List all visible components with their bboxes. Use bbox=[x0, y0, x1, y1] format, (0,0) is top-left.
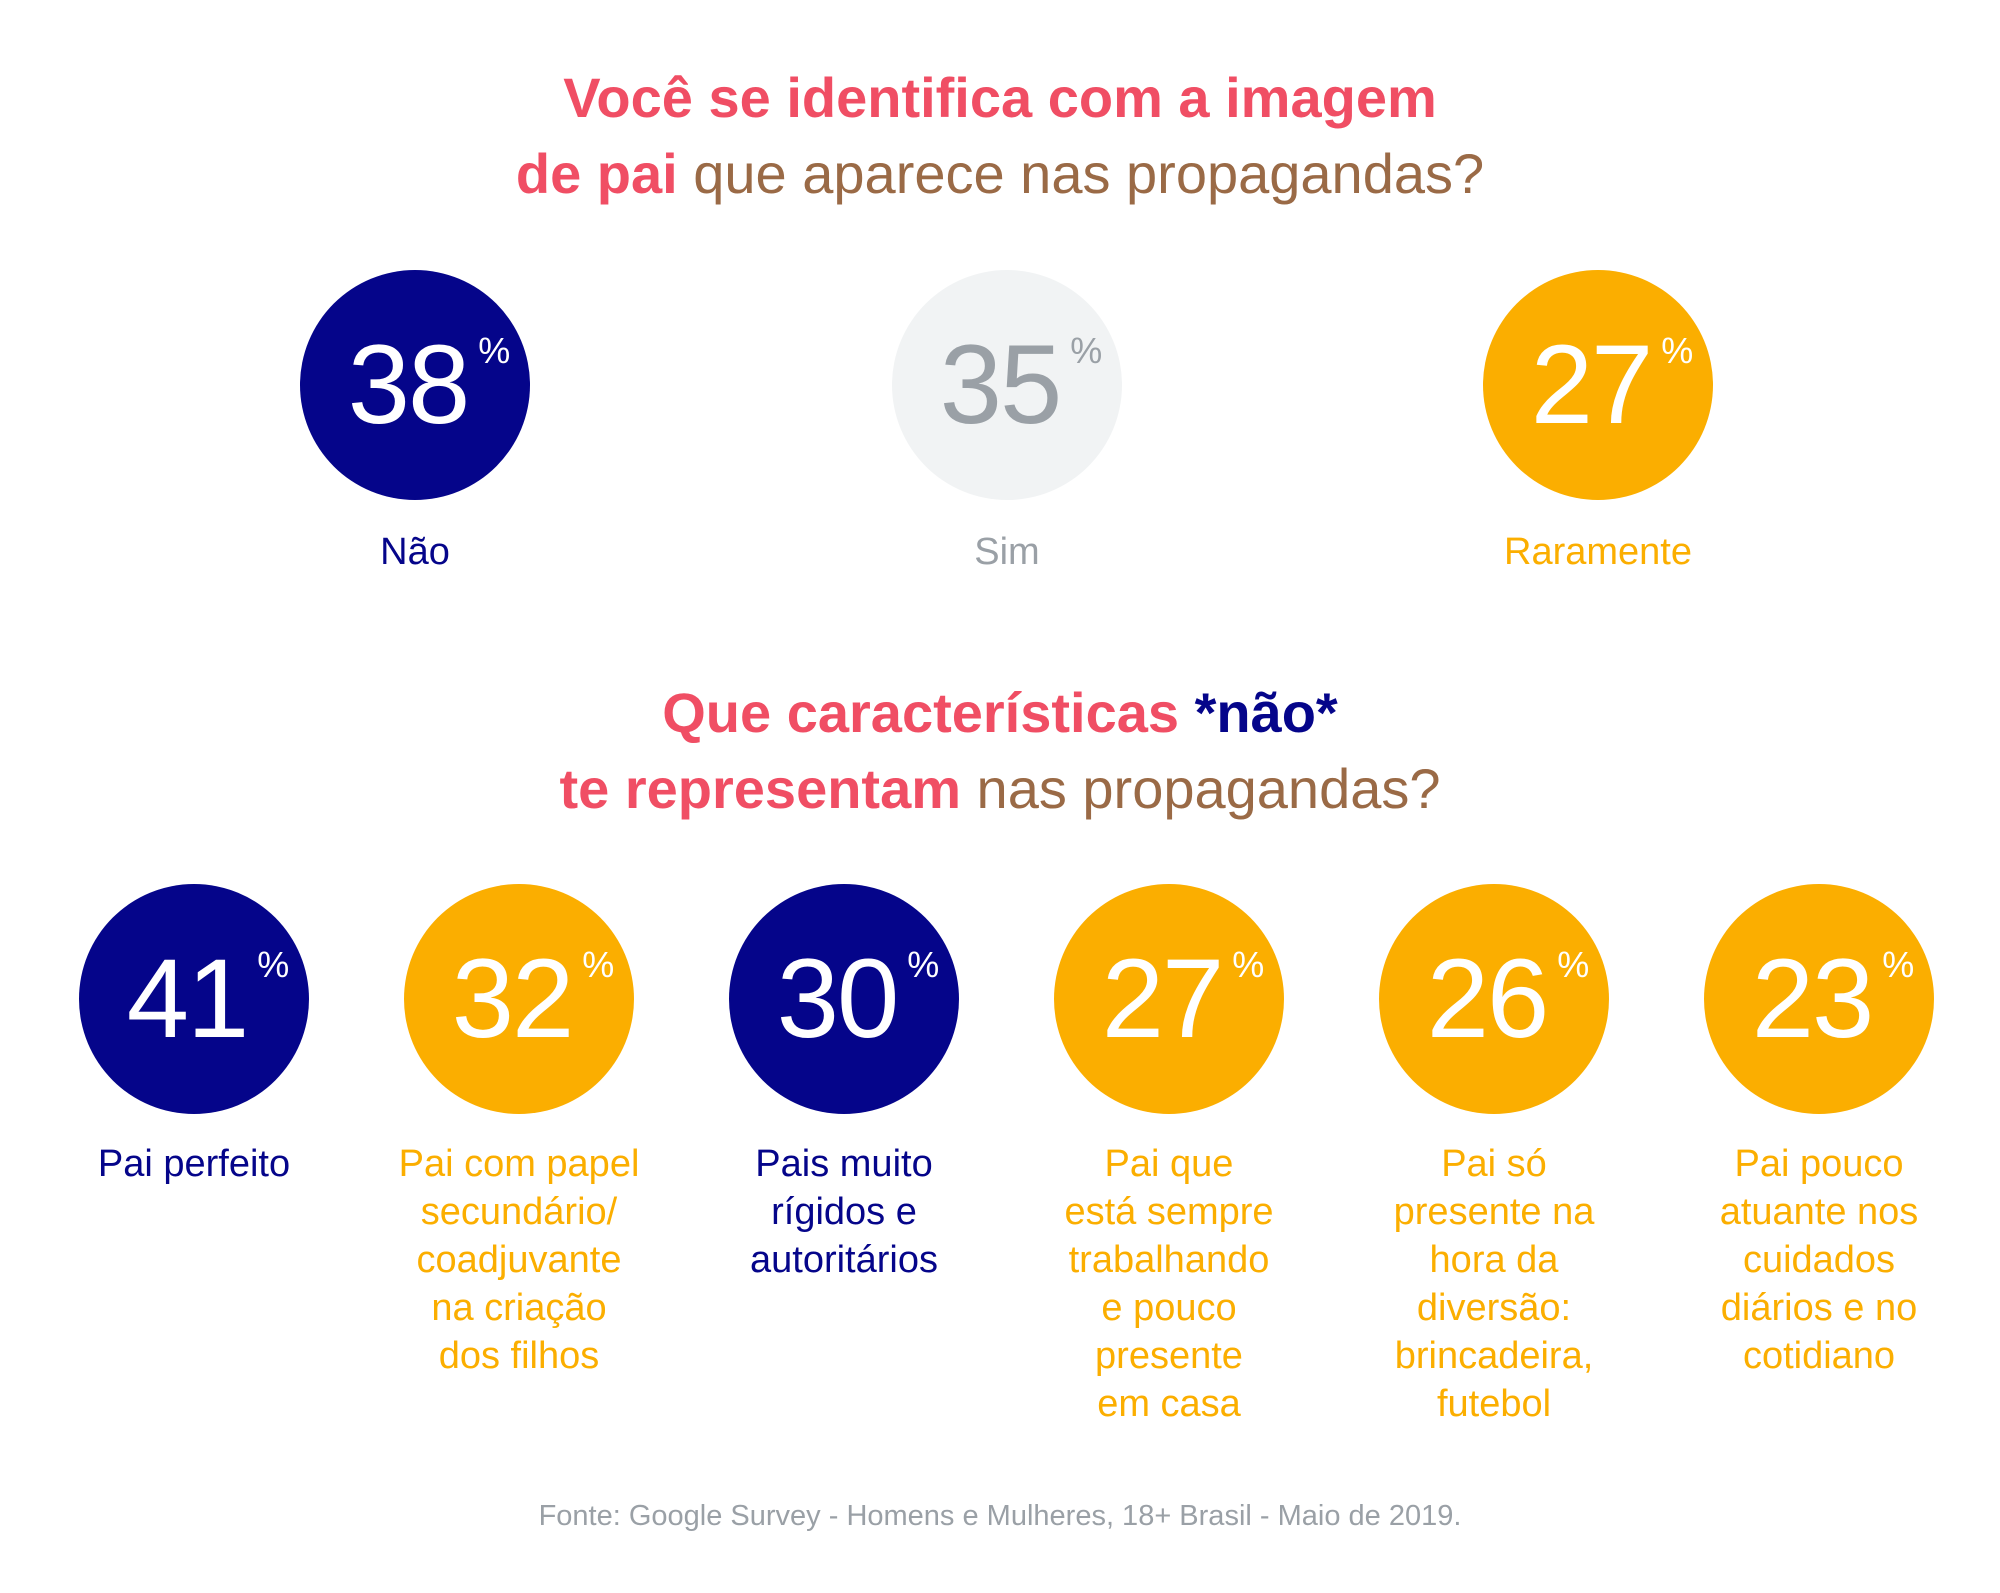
category-label: Pai com papel secundário/ coadjuvante na… bbox=[398, 1143, 640, 1377]
percent-sign: % bbox=[907, 944, 940, 985]
category-label: Sim bbox=[974, 531, 1040, 573]
percent-sign: % bbox=[478, 330, 511, 371]
value-label: 41% bbox=[126, 936, 290, 1061]
percent-sign: % bbox=[1882, 944, 1915, 985]
percent-sign: % bbox=[1070, 330, 1103, 371]
question-2-line-1: Que características *não* bbox=[0, 675, 2000, 751]
value-label: 27% bbox=[1530, 322, 1694, 447]
question-1-line-2: de pai que aparece nas propagandas? bbox=[0, 136, 2000, 212]
bubble-2-6: 23% bbox=[1704, 884, 1934, 1114]
bubble-2-1: 41% bbox=[79, 884, 309, 1114]
category-label: Pai perfeito bbox=[97, 1143, 291, 1185]
bubble-1-1: 38% bbox=[300, 270, 530, 500]
category-label: Não bbox=[380, 531, 450, 573]
value-label: 27% bbox=[1101, 936, 1265, 1061]
question-1-line-2-plain: que aparece nas propagandas? bbox=[677, 142, 1485, 205]
category-label: Pai só presente na hora da diversão: bri… bbox=[1393, 1143, 1595, 1425]
question-1-title: Você se identifica com a imagem de pai q… bbox=[0, 60, 2000, 212]
percent-sign: % bbox=[1232, 944, 1265, 985]
percent-sign: % bbox=[1661, 330, 1694, 371]
percent-sign: % bbox=[1557, 944, 1590, 985]
percent-sign: % bbox=[257, 944, 290, 985]
bubble-2-2: 32% bbox=[404, 884, 634, 1114]
value-label: 26% bbox=[1426, 936, 1590, 1061]
value-label: 35% bbox=[939, 322, 1103, 447]
question-2-line-1-accent: Que características bbox=[662, 681, 1195, 744]
category-label: Pai pouco atuante nos cuidados diários e… bbox=[1719, 1143, 1919, 1377]
source-footnote: Fonte: Google Survey - Homens e Mulheres… bbox=[538, 1500, 1462, 1532]
value-label: 23% bbox=[1751, 936, 1915, 1061]
chart-identification: 38% Não 35% Sim 27% Raramente bbox=[0, 0, 2000, 573]
question-1-line-2-accent: de pai bbox=[515, 142, 678, 205]
value-label: 38% bbox=[347, 322, 511, 447]
question-2-line-1-emphasis: *não* bbox=[1194, 681, 1338, 744]
bubble-1-3: 27% bbox=[1483, 270, 1713, 500]
question-2-line-2-accent: te representam bbox=[559, 757, 961, 820]
value-label: 30% bbox=[776, 936, 940, 1061]
category-label: Pais muito rígidos e autoritários bbox=[750, 1143, 938, 1281]
question-2-title: Que características *não* te representam… bbox=[0, 675, 2000, 827]
question-2-line-2-plain: nas propagandas? bbox=[961, 757, 1441, 820]
question-1-line-1: Você se identifica com a imagem bbox=[563, 66, 1437, 129]
bubble-2-4: 27% bbox=[1054, 884, 1284, 1114]
chart-characteristics: 41% Pai perfeito 32% Pai com papel secundár… bbox=[0, 0, 2000, 1425]
category-label: Pai que está sempre trabalhando e pouco … bbox=[1064, 1143, 1274, 1425]
percent-sign: % bbox=[582, 944, 615, 985]
bubble-2-3: 30% bbox=[729, 884, 959, 1114]
question-2-line-2: te representam nas propagandas? bbox=[0, 751, 2000, 827]
category-label: Raramente bbox=[1504, 531, 1692, 573]
value-label: 32% bbox=[451, 936, 615, 1061]
bubble-1-2: 35% bbox=[892, 270, 1122, 500]
bubble-2-5: 26% bbox=[1379, 884, 1609, 1114]
